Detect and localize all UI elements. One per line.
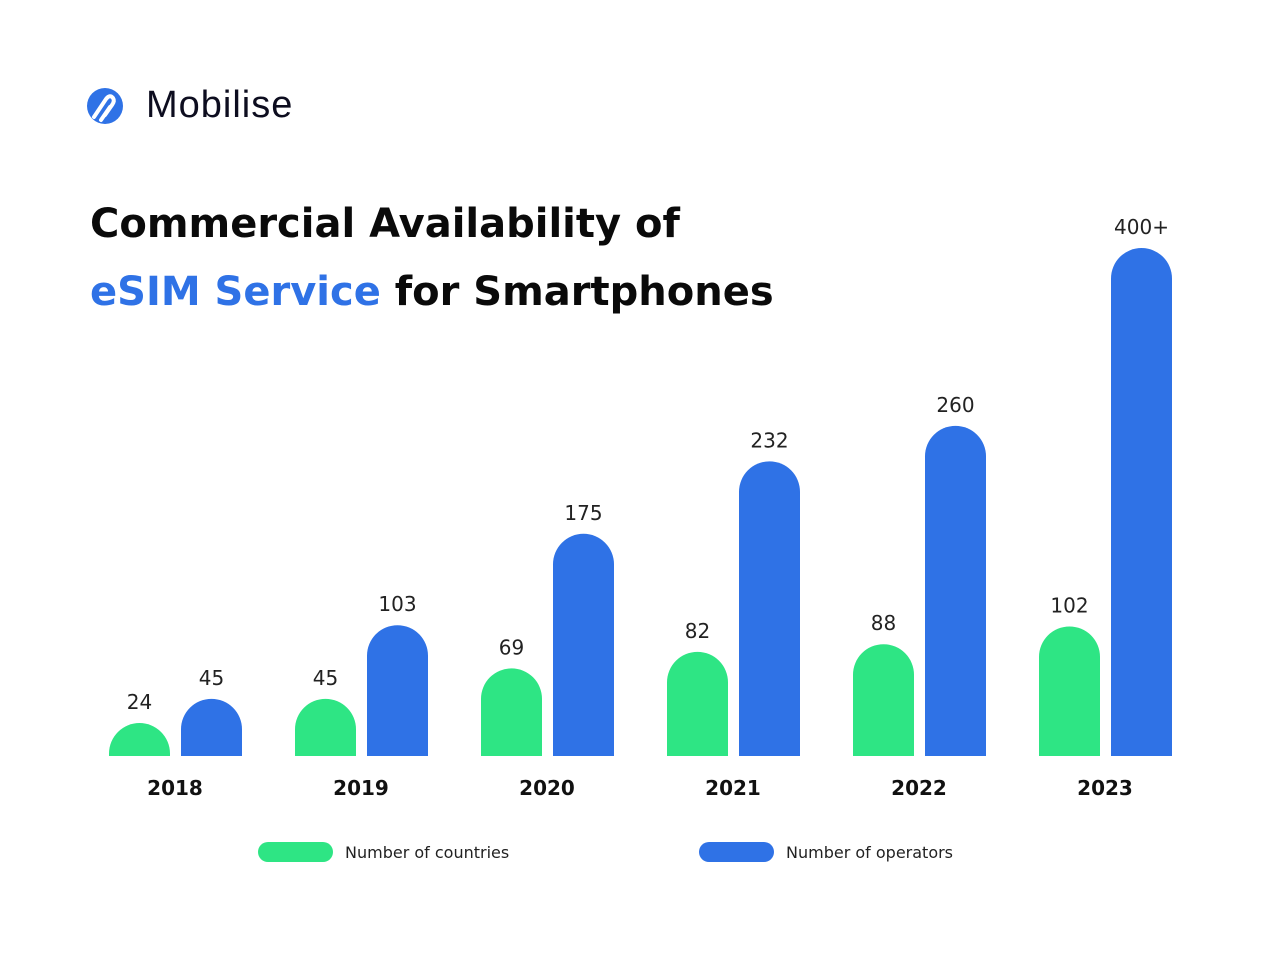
data-label: 400+ — [1114, 215, 1169, 239]
bar-countries-2018 — [109, 723, 170, 756]
x-tick-label: 2021 — [705, 776, 761, 800]
x-tick-label: 2019 — [333, 776, 389, 800]
bar-operators-2019 — [367, 625, 428, 756]
title-rest: for Smartphones — [380, 269, 774, 315]
data-label: 102 — [1050, 593, 1088, 617]
data-label: 45 — [199, 666, 224, 690]
x-tick-label: 2022 — [891, 776, 947, 800]
brand-logo: Mobilise — [86, 84, 293, 127]
title-accent: eSIM Service — [90, 269, 381, 315]
data-label: 24 — [127, 690, 152, 714]
bar-operators-2020 — [553, 533, 614, 756]
data-label: 69 — [499, 635, 524, 659]
legend-swatch-operators — [699, 842, 774, 862]
x-tick-label: 2023 — [1077, 776, 1133, 800]
data-label: 82 — [685, 619, 710, 643]
chart-title: Commercial Availability of eSIM Service … — [90, 190, 774, 326]
data-label: 175 — [564, 501, 602, 525]
legend-swatch-countries — [258, 842, 333, 862]
bar-countries-2019 — [295, 698, 356, 756]
legend-item-operators: Number of operators — [699, 842, 953, 862]
data-label: 45 — [313, 666, 338, 690]
bar-countries-2021 — [667, 651, 728, 756]
title-line-2: eSIM Service for Smartphones — [90, 258, 774, 326]
legend-label-operators: Number of operators — [786, 842, 954, 862]
bar-operators-2022 — [925, 425, 986, 756]
brand-name: Mobilise — [146, 84, 294, 126]
legend-item-countries: Number of countries — [258, 842, 509, 862]
x-tick-label: 2018 — [147, 776, 203, 800]
bar-countries-2020 — [481, 668, 542, 756]
bar-operators-2023 — [1111, 248, 1172, 756]
bar-countries-2022 — [853, 644, 914, 756]
x-tick-label: 2020 — [519, 776, 575, 800]
bar-operators-2021 — [739, 461, 800, 756]
bar-operators-2018 — [181, 698, 242, 756]
data-label: 103 — [378, 592, 416, 616]
bar-countries-2023 — [1039, 626, 1100, 756]
data-label: 88 — [871, 611, 896, 635]
legend-label-countries: Number of countries — [345, 842, 510, 862]
title-line-1: Commercial Availability of — [90, 201, 680, 247]
data-label: 260 — [936, 393, 974, 417]
mobilise-logo-icon — [87, 87, 123, 124]
data-label: 232 — [750, 428, 788, 452]
